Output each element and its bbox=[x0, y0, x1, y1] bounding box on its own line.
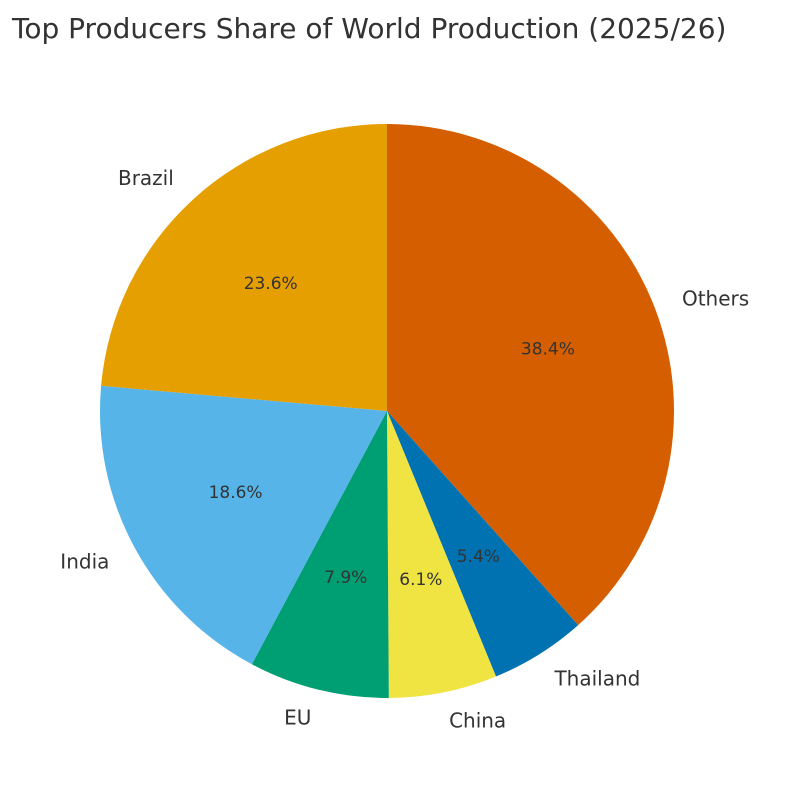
slice-label-india: India bbox=[60, 549, 109, 573]
pie-slice-eu bbox=[251, 411, 389, 698]
pct-label-eu: 7.9% bbox=[324, 568, 367, 588]
pie-slice-thailand bbox=[387, 411, 579, 677]
pie-labels: Others 38.4% Thailand 5.4% China 6.1% EU 7.9% In… bbox=[60, 166, 749, 732]
pct-label-india: 18.6% bbox=[209, 483, 263, 503]
pie-slice-india bbox=[100, 385, 388, 665]
pie-slice-others bbox=[387, 124, 674, 626]
pie-slices bbox=[100, 124, 674, 698]
slice-label-brazil: Brazil bbox=[118, 166, 174, 190]
slice-label-china: China bbox=[449, 709, 506, 733]
slice-label-thailand: Thailand bbox=[553, 667, 640, 691]
slice-label-eu: EU bbox=[284, 706, 311, 730]
pct-label-others: 38.4% bbox=[521, 340, 575, 360]
slice-label-others: Others bbox=[682, 286, 749, 310]
pie-slice-brazil bbox=[101, 124, 388, 411]
pct-label-china: 6.1% bbox=[399, 570, 442, 590]
pie-slice-china bbox=[387, 411, 496, 698]
chart-title: Top Producers Share of World Production … bbox=[12, 12, 727, 45]
pct-label-brazil: 23.6% bbox=[244, 274, 298, 294]
pct-label-thailand: 5.4% bbox=[457, 547, 500, 567]
